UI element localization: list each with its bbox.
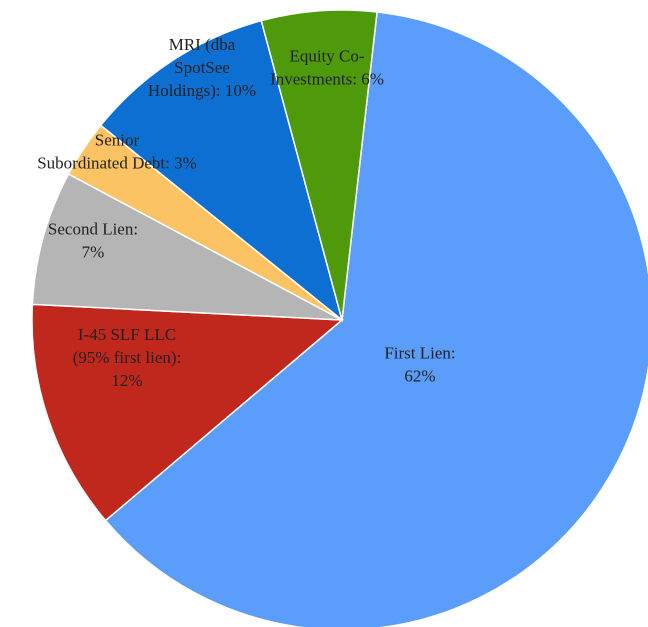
pie-label-second-lien: Second Lien: 7%: [48, 220, 138, 262]
pie-label-mri-dba-spotsee-holdings: MRI (dba SpotSee Holdings): 10%: [148, 35, 256, 100]
pie-label-line: Senior: [95, 131, 140, 150]
pie-label-first-lien: First Lien: 62%: [384, 344, 455, 386]
pie-label-line: Second Lien:: [48, 220, 138, 239]
pie-label-line: Investments: 6%: [270, 70, 384, 89]
pie-label-line: Equity Co-: [289, 47, 364, 66]
pie-slice-first-lien: [104, 11, 648, 627]
pie-label-line: (95% first lien):: [73, 348, 182, 367]
pie-slices: [31, 9, 648, 627]
pie-slice-equity-co-investments: [260, 9, 378, 321]
pie-label-i-45-slf-llc-95-first-lien: I-45 SLF LLC (95% first lien): 12%: [73, 325, 182, 390]
pie-label-line: SpotSee: [174, 58, 230, 77]
pie-label-line: MRI (dba: [169, 35, 236, 54]
pie-label-line: Subordinated Debt: 3%: [37, 154, 197, 173]
pie-label-line: First Lien:: [384, 344, 455, 363]
pie-label-line: I-45 SLF LLC: [78, 325, 176, 344]
pie-slice-second-lien: [31, 172, 343, 321]
pie-label-line: 12%: [111, 371, 142, 390]
pie-slice-mri-dba-spotsee-holdings: [99, 19, 344, 323]
pie-label-line: Holdings): 10%: [148, 81, 256, 100]
pie-slice-i-45-slf-llc-95-first-lien: [31, 303, 344, 522]
pie-labels: First Lien: 62% I-45 SLF LLC (95% first lie…: [37, 35, 455, 390]
pie-label-line: 7%: [82, 243, 105, 262]
pie-label-senior-subordinated-debt: Senior Subordinated Debt: 3%: [37, 131, 197, 173]
pie-label-line: 62%: [404, 367, 435, 386]
pie-label-equity-co-investments: Equity Co- Investments: 6%: [270, 47, 384, 89]
